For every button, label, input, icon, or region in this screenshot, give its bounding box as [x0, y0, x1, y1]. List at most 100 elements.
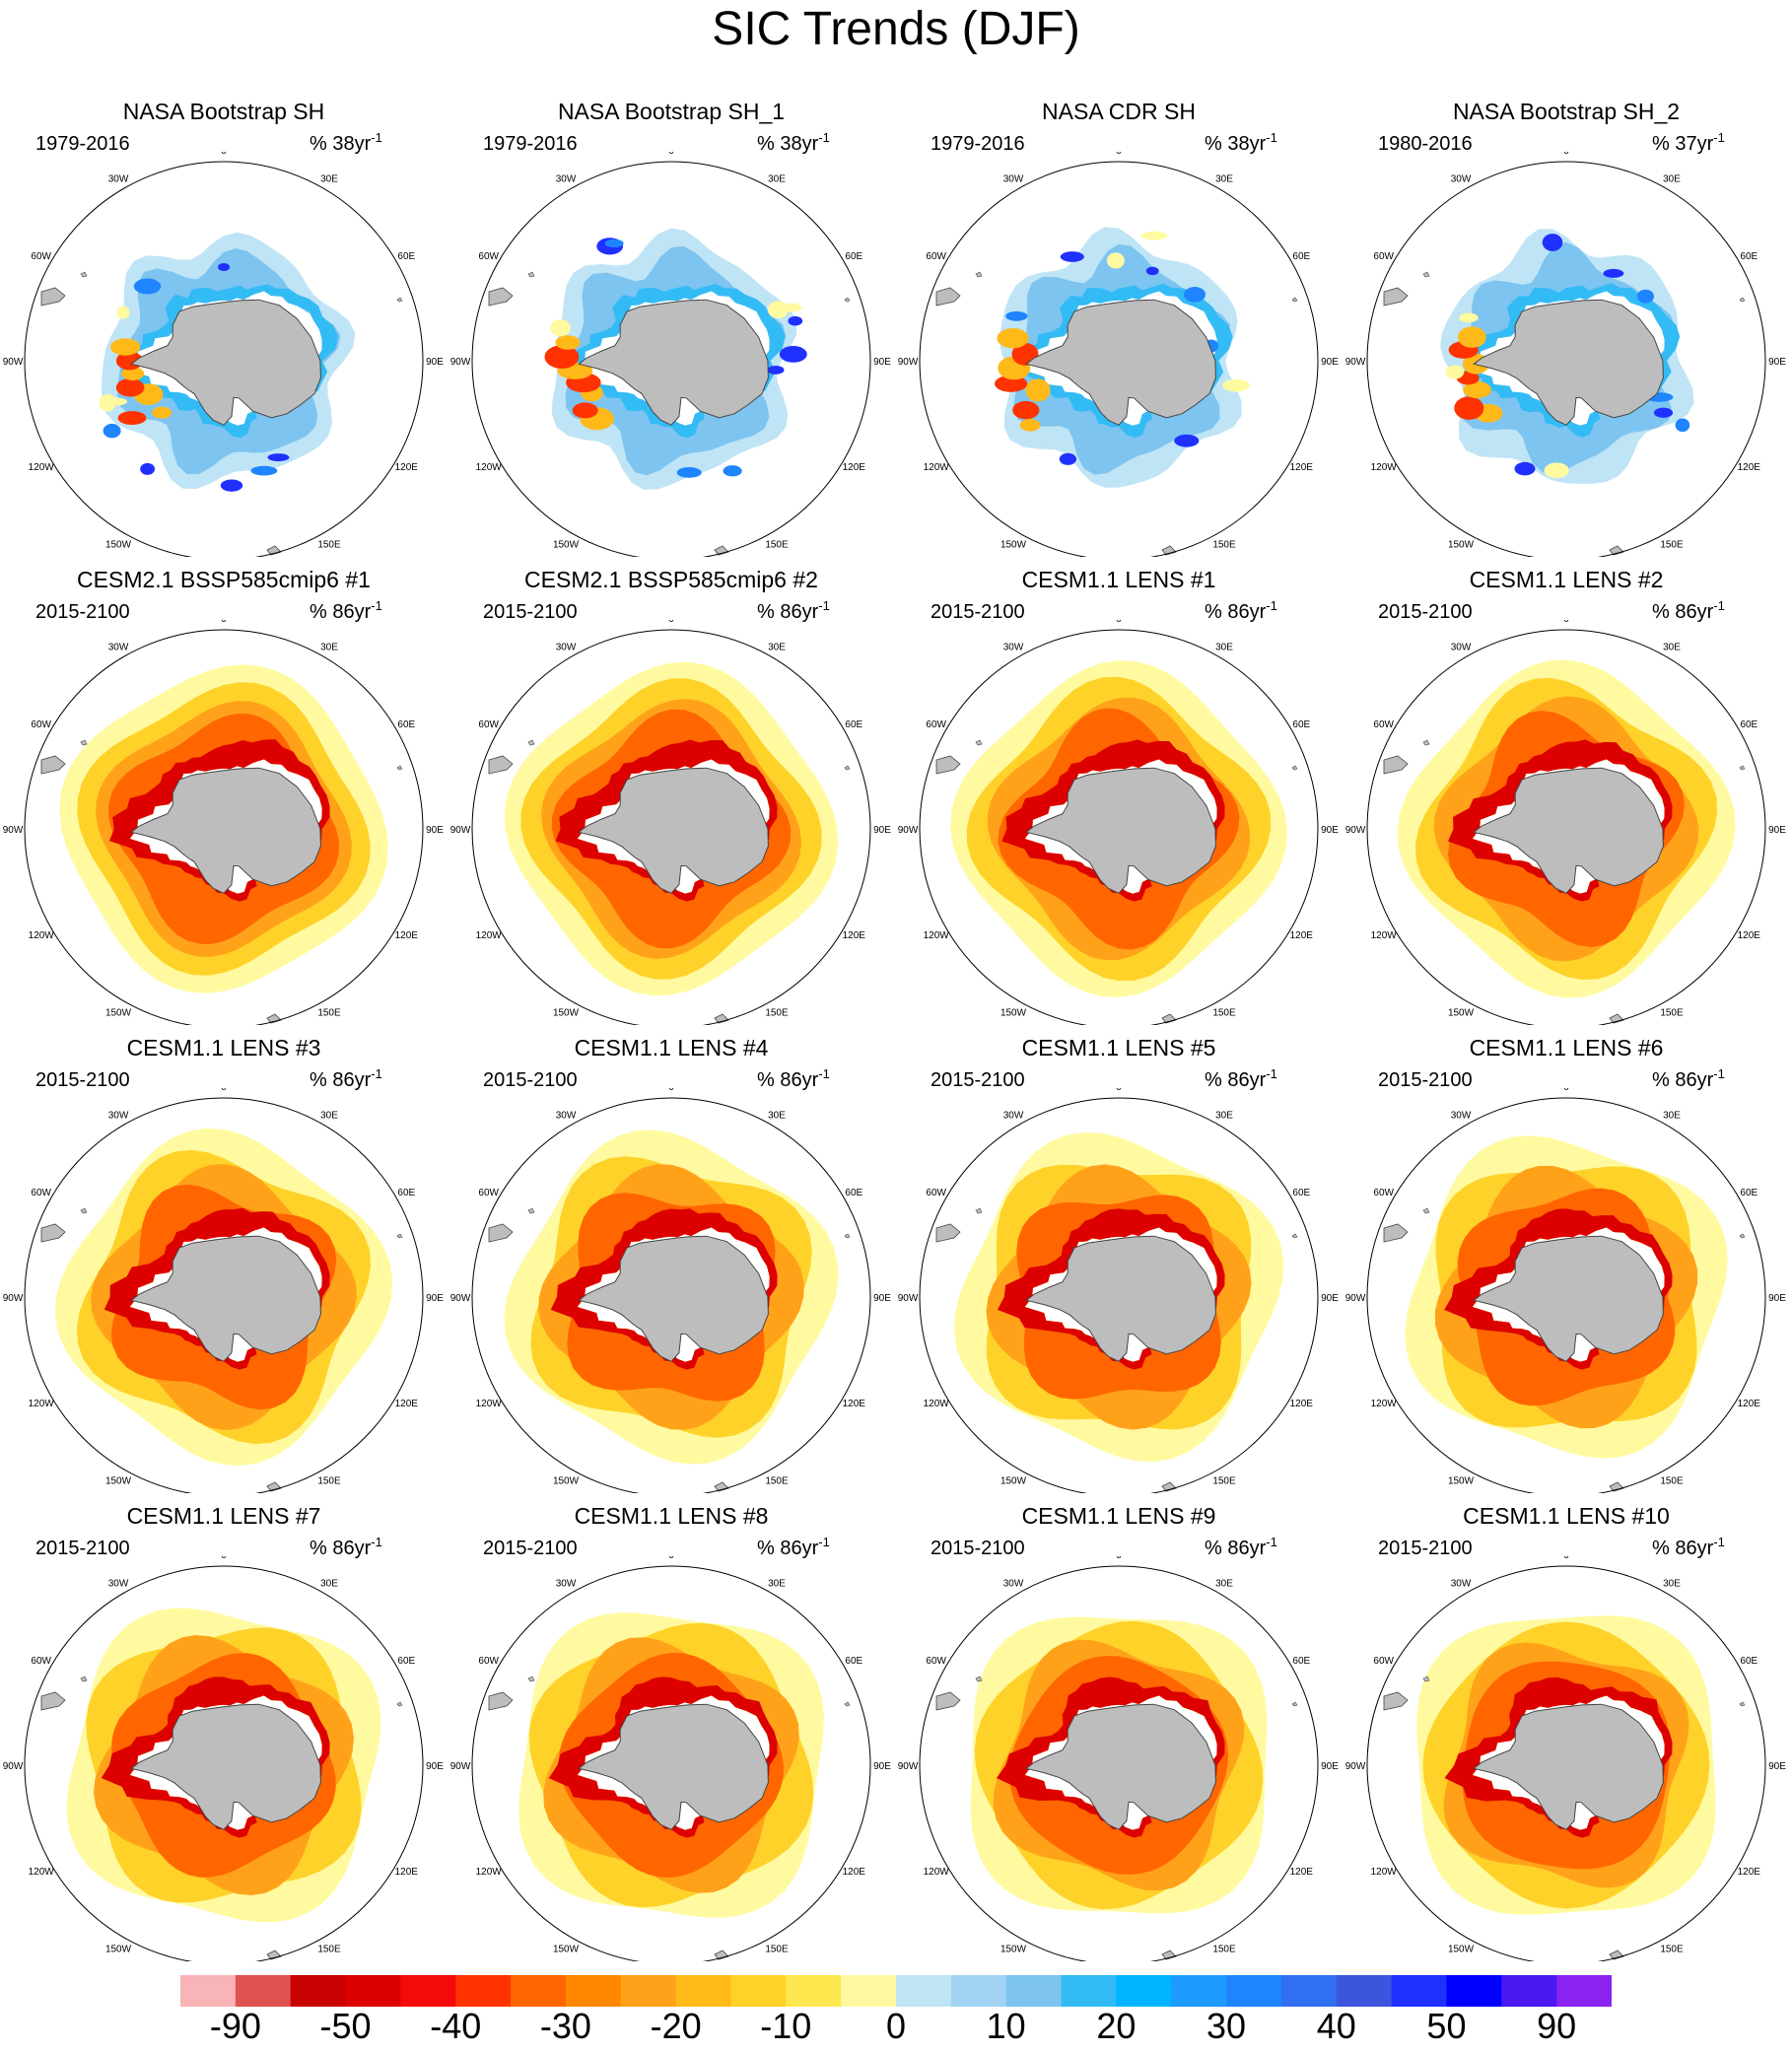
- map-panel: CESM1.1 LENS #7 2015-2100 % 86yr-1 0 30E 60E 9…: [0, 1493, 448, 1961]
- longitude-label: 150W: [105, 539, 132, 550]
- map-boundary: [919, 161, 1319, 557]
- trend-contour-band: [1448, 711, 1685, 947]
- longitude-label: 60W: [1373, 1656, 1394, 1667]
- trend-contour-band: [559, 1653, 784, 1878]
- trend-contour-band: [604, 239, 624, 248]
- longitude-label: 30W: [1451, 643, 1472, 653]
- island: [1291, 1233, 1298, 1239]
- trend-contour-band: [1457, 326, 1486, 348]
- longitude-label: 150W: [1448, 1007, 1475, 1018]
- polar-map: 030E60E90E120E150E180150W120W90W60W30W: [3, 620, 444, 1025]
- trend-contour-band: [133, 278, 162, 295]
- trend-contour-band: [1636, 289, 1654, 304]
- longitude-label: 30E: [1663, 643, 1681, 653]
- units-exponent: -1: [371, 1535, 382, 1549]
- colorbar-segment: [1446, 1975, 1502, 2007]
- units-text: % 86yr: [757, 1069, 819, 1091]
- longitude-label: 30W: [556, 643, 577, 653]
- longitude-label: 30E: [320, 1111, 338, 1122]
- colorbar-segment: [1005, 1975, 1063, 2007]
- polar-map: 030E60E90E120E150E180150W120W90W60W30W: [3, 152, 444, 557]
- longitude-label: 30E: [1663, 1111, 1681, 1122]
- longitude-label: 60W: [31, 719, 51, 730]
- island: [1739, 297, 1746, 303]
- longitude-label: 60W: [926, 1188, 946, 1198]
- trend-contour-band: [1019, 418, 1041, 432]
- trend-contour-band: [1140, 231, 1168, 240]
- trend-contour-band: [1454, 396, 1484, 420]
- island: [396, 297, 403, 303]
- polar-map: 030E60E90E120E150E180150W120W90W60W30W: [450, 152, 891, 557]
- longitude-label: 120W: [924, 1867, 950, 1878]
- panel-years: 1980-2016: [1378, 133, 1473, 155]
- longitude-label: 150W: [1000, 1475, 1027, 1486]
- longitude-label: 90W: [3, 1761, 24, 1772]
- south-america-tip: [488, 755, 514, 775]
- longitude-label: 120E: [395, 462, 419, 473]
- island: [1739, 765, 1746, 771]
- antarctica-landmass: [1025, 767, 1216, 894]
- south-america-tip: [935, 1691, 961, 1711]
- trend-contour-band: [1145, 266, 1159, 276]
- units-text: % 86yr: [1652, 1069, 1714, 1091]
- trend-contour-band: [572, 402, 598, 419]
- south-america-tip: [40, 287, 66, 307]
- panel-title: NASA Bootstrap SH_2: [1452, 99, 1681, 124]
- trend-contour-band: [1025, 378, 1051, 402]
- colorbar-segment: [455, 1975, 512, 2007]
- longitude-label: 150E: [317, 1007, 341, 1018]
- island: [1422, 271, 1430, 278]
- trend-contour-band: [995, 375, 1028, 392]
- island: [1291, 765, 1298, 771]
- longitude-label: 60E: [1740, 251, 1758, 262]
- longitude-label: 60W: [31, 251, 51, 262]
- map-panel: CESM1.1 LENS #6 2015-2100 % 86yr-1 0 30E 60E 9…: [1343, 1025, 1790, 1493]
- panel-units: % 86yr-1: [1652, 1531, 1725, 1560]
- longitude-label: 0: [221, 620, 227, 625]
- longitude-label: 90E: [873, 825, 891, 836]
- colorbar-segment: [511, 1975, 567, 2007]
- map-panel: NASA CDR SH 1979-2016 % 38yr-1 0 30E 60E 90E 12…: [895, 89, 1343, 557]
- south-america-tip: [488, 1223, 514, 1243]
- longitude-label: 60E: [845, 1656, 862, 1667]
- longitude-label: 150E: [765, 1007, 789, 1018]
- map-boundary: [24, 1097, 424, 1493]
- units-text: % 38yr: [1205, 133, 1267, 155]
- units-text: % 86yr: [310, 1069, 372, 1091]
- antarctica-landmass: [578, 1703, 769, 1830]
- longitude-label: 90E: [873, 1761, 891, 1772]
- trend-contour-band: [117, 411, 147, 426]
- colorbar-segment: [345, 1975, 401, 2007]
- units-exponent: -1: [1713, 1535, 1725, 1549]
- longitude-label: 150W: [553, 1944, 580, 1954]
- map-panel: NASA Bootstrap SH_2 1980-2016 % 37yr-1 0 30E…: [1343, 89, 1790, 557]
- longitude-label: 120E: [1738, 462, 1761, 473]
- colorbar-segment: [1336, 1975, 1393, 2007]
- units-text: % 38yr: [757, 133, 819, 155]
- longitude-label: 120E: [395, 1399, 419, 1409]
- antarctica-landmass: [1473, 299, 1664, 426]
- longitude-label: 60W: [31, 1656, 51, 1667]
- antarctica-landmass: [1025, 299, 1216, 426]
- longitude-label: 120E: [1738, 930, 1761, 941]
- island: [844, 765, 851, 771]
- longitude-label: 150W: [1000, 539, 1027, 550]
- island: [80, 1676, 88, 1682]
- longitude-label: 150E: [1212, 1007, 1236, 1018]
- longitude-label: 0: [1116, 152, 1122, 157]
- polar-map: 030E60E90E120E150E180150W120W90W60W30W: [3, 1088, 444, 1493]
- longitude-label: 120W: [924, 1399, 950, 1409]
- longitude-label: 120E: [843, 462, 866, 473]
- map-boundary: [1366, 1565, 1766, 1961]
- longitude-label: 60W: [478, 1188, 499, 1198]
- map-panel: CESM1.1 LENS #2 2015-2100 % 86yr-1 0 30E 60E 9…: [1343, 557, 1790, 1025]
- longitude-label: 150E: [317, 539, 341, 550]
- longitude-label: 120E: [395, 930, 419, 941]
- units-exponent: -1: [818, 1066, 830, 1081]
- antarctica-landmass: [1473, 1235, 1664, 1362]
- longitude-label: 30E: [1215, 1111, 1233, 1122]
- panel-units: % 38yr-1: [757, 126, 830, 156]
- longitude-label: 30W: [1003, 643, 1024, 653]
- trend-contour-band: [1514, 461, 1536, 476]
- panel-title: CESM1.1 LENS #9: [1021, 1503, 1216, 1529]
